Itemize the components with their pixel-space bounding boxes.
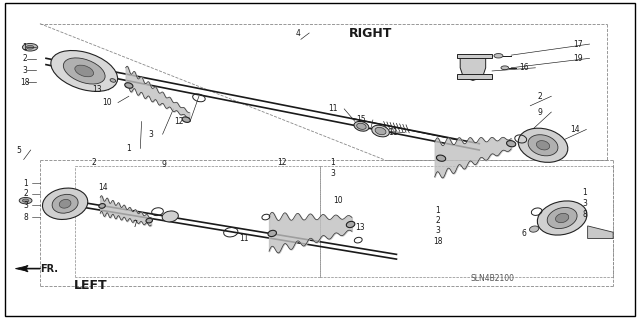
Circle shape	[501, 66, 509, 70]
Text: 2: 2	[22, 55, 28, 63]
Ellipse shape	[125, 83, 133, 88]
Polygon shape	[588, 226, 613, 239]
FancyBboxPatch shape	[4, 3, 636, 316]
Text: 2: 2	[92, 158, 96, 167]
Text: LEFT: LEFT	[74, 279, 108, 293]
Ellipse shape	[60, 199, 71, 208]
Text: 9: 9	[538, 108, 542, 116]
Circle shape	[467, 66, 479, 72]
Text: 1: 1	[23, 179, 28, 188]
Ellipse shape	[536, 141, 550, 150]
Ellipse shape	[375, 127, 386, 135]
Text: 9: 9	[161, 160, 166, 169]
Text: 1: 1	[127, 144, 131, 153]
Text: 3: 3	[23, 201, 28, 210]
Text: 14: 14	[570, 125, 580, 134]
Ellipse shape	[162, 211, 179, 222]
Circle shape	[26, 45, 34, 49]
Ellipse shape	[182, 117, 190, 122]
Text: 10: 10	[102, 98, 111, 107]
Ellipse shape	[356, 123, 366, 130]
Ellipse shape	[146, 218, 152, 223]
Circle shape	[22, 43, 38, 51]
Text: 3: 3	[330, 169, 335, 178]
Text: 18: 18	[20, 78, 29, 86]
Text: 4: 4	[295, 28, 300, 38]
Text: 3: 3	[582, 199, 587, 208]
Text: 2: 2	[538, 92, 542, 101]
Ellipse shape	[518, 128, 568, 162]
Text: 17: 17	[573, 40, 583, 48]
Polygon shape	[460, 58, 486, 80]
Ellipse shape	[529, 226, 539, 232]
Text: 13: 13	[92, 85, 102, 94]
Ellipse shape	[528, 135, 558, 156]
Ellipse shape	[110, 79, 116, 82]
Ellipse shape	[354, 122, 369, 131]
Ellipse shape	[75, 65, 93, 77]
Text: 14: 14	[99, 183, 108, 192]
Polygon shape	[15, 266, 27, 271]
Text: 5: 5	[17, 145, 22, 154]
Ellipse shape	[436, 155, 445, 161]
Text: 6: 6	[522, 229, 526, 238]
Circle shape	[19, 197, 32, 204]
Ellipse shape	[268, 230, 276, 237]
Text: 15: 15	[356, 115, 366, 124]
Polygon shape	[457, 54, 492, 58]
Text: 1: 1	[435, 206, 440, 215]
Text: 13: 13	[355, 223, 365, 232]
Ellipse shape	[346, 221, 355, 227]
Ellipse shape	[506, 141, 516, 147]
Text: 1: 1	[22, 43, 28, 52]
Text: 11: 11	[388, 128, 398, 137]
Ellipse shape	[63, 58, 105, 84]
Text: 8: 8	[582, 210, 587, 219]
Text: SLN4B2100: SLN4B2100	[470, 274, 514, 283]
Ellipse shape	[547, 207, 577, 228]
Text: FR.: FR.	[40, 263, 58, 274]
Circle shape	[22, 199, 29, 202]
Text: 16: 16	[519, 63, 529, 72]
Ellipse shape	[51, 50, 118, 92]
Text: 3: 3	[22, 66, 28, 75]
Ellipse shape	[556, 213, 569, 223]
Text: 11: 11	[328, 104, 337, 113]
Text: 1: 1	[330, 158, 335, 167]
Text: 3: 3	[435, 226, 440, 235]
Text: 7: 7	[132, 220, 138, 229]
Text: 8: 8	[23, 212, 28, 222]
Ellipse shape	[52, 194, 78, 213]
Ellipse shape	[99, 204, 106, 208]
Text: 10: 10	[333, 196, 342, 205]
Text: 2: 2	[23, 189, 28, 198]
Text: 18: 18	[433, 237, 443, 246]
Polygon shape	[457, 74, 492, 79]
Text: RIGHT: RIGHT	[349, 26, 393, 40]
Circle shape	[461, 64, 484, 75]
Text: 3: 3	[148, 130, 154, 139]
Text: 19: 19	[573, 54, 583, 63]
Text: 1: 1	[582, 188, 587, 197]
Ellipse shape	[42, 188, 88, 219]
Ellipse shape	[538, 201, 587, 235]
Ellipse shape	[372, 125, 389, 137]
Circle shape	[494, 54, 503, 58]
Text: 12: 12	[174, 117, 183, 126]
Text: 11: 11	[239, 234, 248, 243]
Text: 12: 12	[277, 158, 287, 167]
Text: 2: 2	[435, 216, 440, 225]
